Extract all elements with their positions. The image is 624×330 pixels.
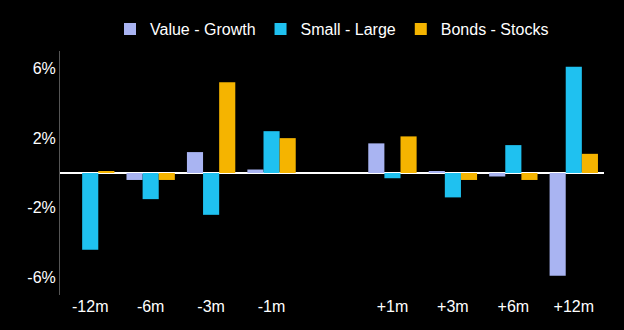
svg-text:+6m: +6m (498, 298, 530, 315)
svg-text:2%: 2% (33, 130, 56, 147)
svg-text:+12m: +12m (554, 298, 594, 315)
svg-text:-6%: -6% (27, 269, 55, 286)
svg-text:+1m: +1m (377, 298, 409, 315)
svg-text:6%: 6% (33, 60, 56, 77)
svg-text:-1m: -1m (258, 298, 286, 315)
svg-text:+3m: +3m (437, 298, 469, 315)
svg-text:-12m: -12m (72, 298, 108, 315)
svg-text:-3m: -3m (197, 298, 225, 315)
svg-text:-2%: -2% (27, 199, 55, 216)
svg-text:Small - Large: Small - Large (301, 21, 396, 38)
svg-text:Value - Growth: Value - Growth (150, 21, 256, 38)
svg-text:Bonds - Stocks: Bonds - Stocks (441, 21, 549, 38)
svg-text:-6m: -6m (137, 298, 165, 315)
